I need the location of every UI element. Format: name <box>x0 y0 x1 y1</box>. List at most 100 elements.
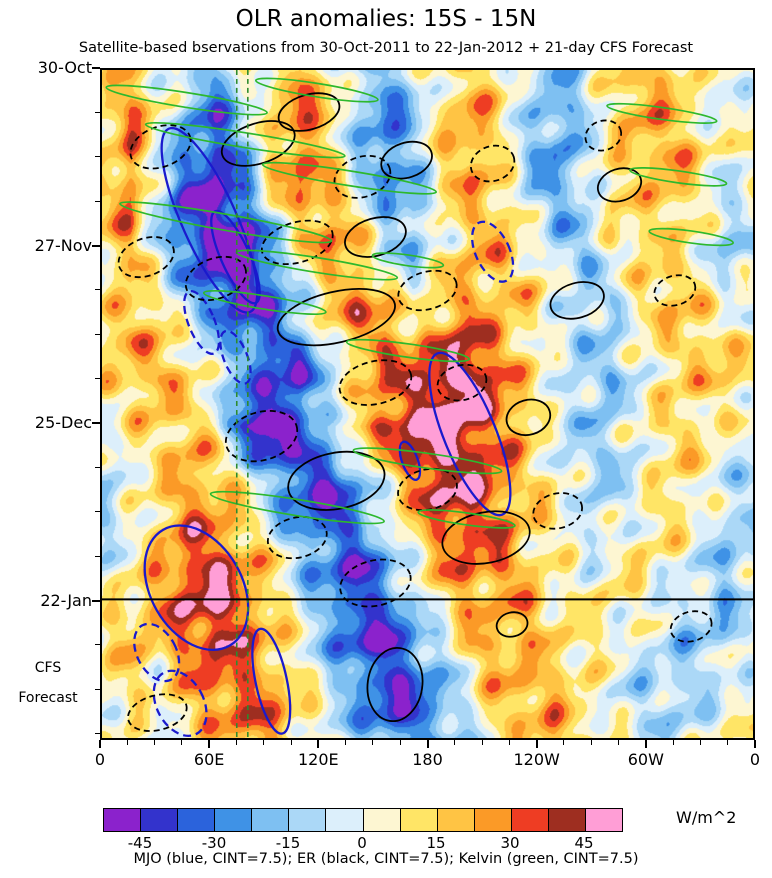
colorbar-swatch <box>104 809 142 831</box>
wave-contour-overlay <box>102 70 753 738</box>
er-contour <box>117 236 175 279</box>
x-axis-label: 0 <box>94 750 106 769</box>
x-axis-tick <box>426 740 429 748</box>
x-axis-tick <box>727 740 729 745</box>
x-axis-tick <box>399 740 401 745</box>
er-contour <box>129 124 192 170</box>
colorbar-tick-label: 0 <box>357 834 367 852</box>
kelvin-contour <box>345 338 470 363</box>
olr-anomaly-heatmap <box>102 70 753 738</box>
y-axis-tick <box>95 555 100 557</box>
chart-title: OLR anomalies: 15S - 15N <box>235 6 537 32</box>
y-axis-label: 27-Nov <box>34 235 92 255</box>
er-contour <box>669 610 713 643</box>
colorbar-tick-label: -15 <box>275 834 301 852</box>
y-axis-tick <box>92 422 100 425</box>
er-contour <box>495 611 529 638</box>
mjo-contour <box>251 627 292 735</box>
x-axis-label: 120W <box>513 750 560 769</box>
x-axis-tick <box>563 740 565 745</box>
chart-subtitle: Satellite-based bservations from 30-Oct-… <box>78 40 694 56</box>
er-contour <box>653 274 697 307</box>
mjo-contour <box>428 351 512 517</box>
x-axis-tick <box>290 740 292 745</box>
footer-caption: MJO (blue, CINT=7.5); ER (black, CINT=7.… <box>133 851 639 867</box>
x-axis-tick <box>208 740 211 748</box>
colorbar <box>103 808 623 832</box>
x-axis-label: 60E <box>193 750 225 769</box>
y-axis-tick <box>95 511 100 513</box>
colorbar-swatch <box>400 809 438 831</box>
er-contour <box>397 269 458 312</box>
forecast-label: Forecast <box>18 690 78 706</box>
mjo-contour <box>470 220 515 283</box>
er-contour <box>397 467 458 512</box>
y-axis-tick <box>95 156 100 158</box>
y-axis-tick <box>92 599 100 602</box>
y-axis-tick <box>95 200 100 202</box>
er-contour <box>366 647 424 723</box>
y-axis-tick <box>95 111 100 113</box>
colorbar-swatch <box>252 809 290 831</box>
colorbar-swatch <box>548 809 587 831</box>
er-contour <box>584 119 623 152</box>
colorbar-swatch <box>474 809 512 831</box>
colorbar-tick-label: -45 <box>127 834 153 852</box>
x-axis-tick <box>535 740 538 748</box>
x-axis-label: 0 <box>749 750 761 769</box>
x-axis-tick <box>644 740 647 748</box>
er-contour <box>469 144 516 183</box>
y-axis-tick <box>95 289 100 291</box>
mjo-contour <box>219 329 252 385</box>
y-axis-label: 30-Oct <box>37 58 92 77</box>
er-contour <box>344 216 407 258</box>
kelvin-contour <box>648 227 734 247</box>
kelvin-contour <box>144 121 346 159</box>
x-axis-tick <box>345 740 347 745</box>
er-contour <box>276 288 396 347</box>
cfs-label: CFS <box>34 660 62 676</box>
kelvin-contour <box>209 490 385 525</box>
er-contour <box>338 359 413 406</box>
er-contour <box>339 558 412 608</box>
x-axis-tick <box>454 740 456 745</box>
er-contour <box>436 363 488 402</box>
colorbar-tick-label: -30 <box>201 834 227 852</box>
x-axis-tick <box>126 740 128 745</box>
colorbar-tick-label: 15 <box>426 834 446 852</box>
x-axis-tick <box>263 740 265 745</box>
y-axis-tick <box>95 466 100 468</box>
kelvin-contour <box>606 102 718 124</box>
colorbar-unit-label: W/m^2 <box>676 808 737 827</box>
colorbar-swatch <box>511 809 549 831</box>
x-axis-tick <box>754 740 756 748</box>
y-axis-tick <box>92 67 100 69</box>
x-axis-tick <box>508 740 510 745</box>
y-axis-tick <box>95 644 100 646</box>
x-axis-label: 180 <box>412 750 443 769</box>
colorbar-swatch <box>141 809 179 831</box>
x-axis-label: 120E <box>298 750 339 769</box>
x-axis-label: 60W <box>627 750 664 769</box>
kelvin-contour <box>628 167 728 187</box>
kelvin-contour <box>202 289 327 316</box>
x-axis-tick <box>317 740 320 748</box>
er-contour <box>441 510 531 565</box>
x-axis-tick <box>372 740 374 745</box>
colorbar-tick-label: 45 <box>574 834 594 852</box>
er-contour <box>505 398 552 437</box>
er-contour <box>532 492 584 530</box>
er-contour <box>224 409 299 463</box>
er-contour <box>220 120 296 167</box>
mjo-contour <box>152 669 208 738</box>
mjo-contour <box>143 524 250 652</box>
x-axis-tick <box>99 740 101 748</box>
colorbar-swatch <box>289 809 327 831</box>
x-axis-tick <box>590 740 592 745</box>
er-contour <box>127 693 188 732</box>
x-axis-tick <box>481 740 483 745</box>
kelvin-contour <box>417 509 516 529</box>
er-contour <box>549 281 605 320</box>
x-axis-tick <box>672 740 674 745</box>
